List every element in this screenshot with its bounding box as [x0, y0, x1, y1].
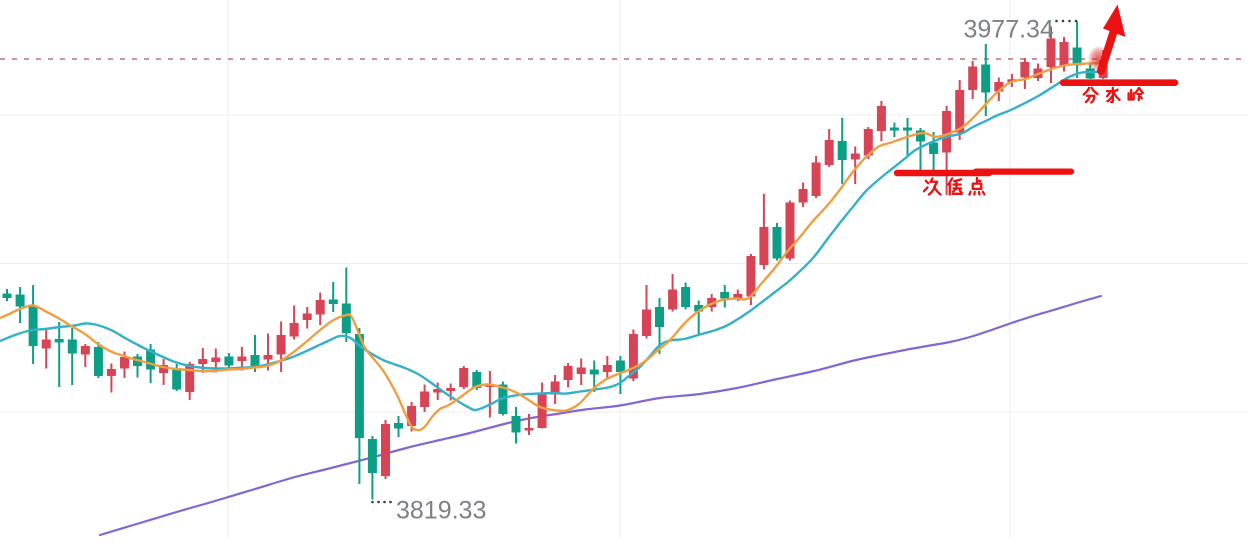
svg-text:3819.33: 3819.33: [396, 497, 486, 525]
svg-text:3977.34: 3977.34: [964, 16, 1054, 44]
